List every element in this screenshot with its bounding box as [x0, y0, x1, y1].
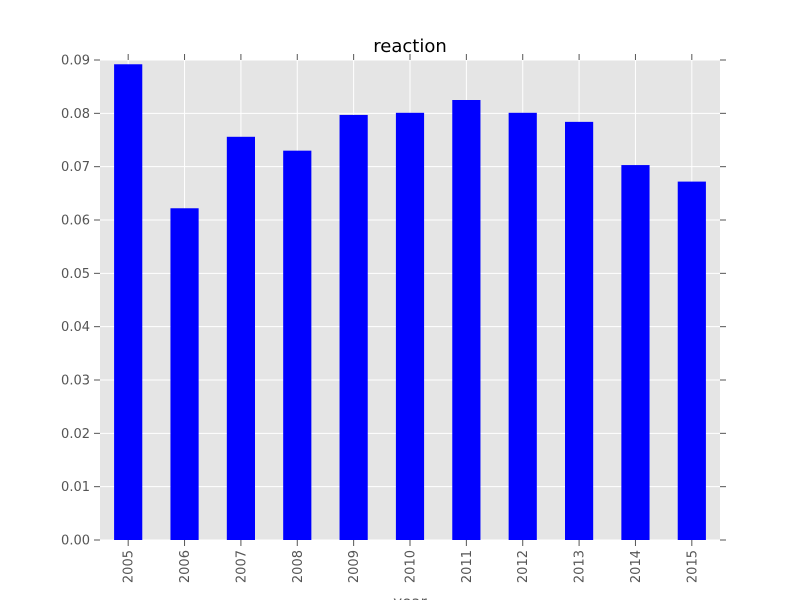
x-tick-label: 2008 [291, 550, 306, 583]
y-tick-label: 0.08 [61, 107, 90, 122]
bar-2009 [339, 114, 368, 540]
x-tick-label: 2014 [629, 550, 644, 583]
bars [114, 64, 706, 541]
y-axis-ticks: 0.00 0.01 0.02 0.03 0.04 0.05 0.06 0.07 0.08 0.09 [61, 54, 726, 549]
bar-2013 [565, 121, 594, 540]
bar-2007 [226, 136, 255, 541]
x-tick-label: 2005 [122, 550, 137, 583]
y-tick-label: 0.04 [61, 320, 90, 335]
bar-2015 [677, 181, 706, 540]
y-tick-label: 0.05 [61, 267, 90, 282]
y-tick-label: 0.03 [61, 374, 90, 389]
y-tick-label: 0.06 [61, 214, 90, 229]
y-tick-label: 0.01 [61, 480, 90, 495]
x-tick-label: 2011 [460, 550, 475, 583]
bar-2014 [621, 165, 650, 541]
x-tick-label: 2013 [573, 550, 588, 583]
bar-2012 [508, 112, 537, 541]
x-axis-ticks: 2005 2006 2007 2008 2009 2010 2011 2012 2013 2014… [122, 54, 700, 583]
chart-title: reaction [373, 36, 447, 57]
bar-2010 [395, 112, 425, 541]
bar-2011 [452, 100, 481, 540]
x-tick-label: 2009 [347, 550, 362, 583]
y-tick-label: 0.09 [61, 54, 90, 69]
y-tick-label: 0.02 [61, 427, 90, 442]
x-tick-label: 2007 [234, 550, 249, 583]
x-tick-label: 2015 [685, 550, 700, 583]
y-tick-label: 0.00 [61, 534, 90, 549]
y-tick-label: 0.07 [61, 160, 90, 175]
x-tick-label: 2006 [178, 550, 193, 583]
x-axis-label: year [393, 593, 427, 600]
bar-2006 [170, 208, 199, 540]
x-tick-label: 2012 [516, 550, 531, 583]
x-tick-label: 2010 [404, 550, 419, 583]
bar-2008 [283, 150, 312, 540]
bar-2005 [114, 64, 143, 541]
